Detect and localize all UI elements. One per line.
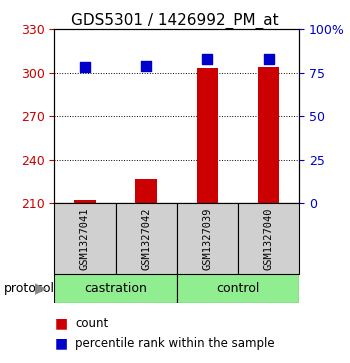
Text: protocol: protocol bbox=[4, 282, 55, 295]
Text: ■: ■ bbox=[54, 316, 67, 330]
Bar bbox=[54, 203, 116, 274]
Bar bbox=[116, 203, 177, 274]
Point bbox=[204, 56, 210, 62]
Point bbox=[82, 65, 88, 70]
Text: control: control bbox=[216, 282, 260, 295]
Point bbox=[144, 63, 149, 69]
Bar bbox=[197, 68, 218, 203]
Text: percentile rank within the sample: percentile rank within the sample bbox=[75, 337, 275, 350]
Bar bbox=[177, 203, 238, 274]
Text: GSM1327039: GSM1327039 bbox=[202, 207, 212, 270]
Text: GSM1327042: GSM1327042 bbox=[141, 207, 151, 270]
Text: ▶: ▶ bbox=[35, 281, 47, 296]
Text: GDS5301 / 1426992_PM_at: GDS5301 / 1426992_PM_at bbox=[71, 13, 279, 29]
Bar bbox=[177, 274, 299, 303]
Text: castration: castration bbox=[84, 282, 147, 295]
Text: GSM1327040: GSM1327040 bbox=[264, 207, 274, 270]
Point bbox=[266, 56, 272, 62]
Bar bbox=[54, 274, 177, 303]
Bar bbox=[258, 67, 279, 203]
Bar bbox=[135, 179, 157, 203]
Bar bbox=[238, 203, 299, 274]
Text: GSM1327041: GSM1327041 bbox=[80, 207, 90, 270]
Bar bbox=[74, 200, 96, 203]
Text: ■: ■ bbox=[54, 336, 67, 350]
Text: count: count bbox=[75, 317, 108, 330]
